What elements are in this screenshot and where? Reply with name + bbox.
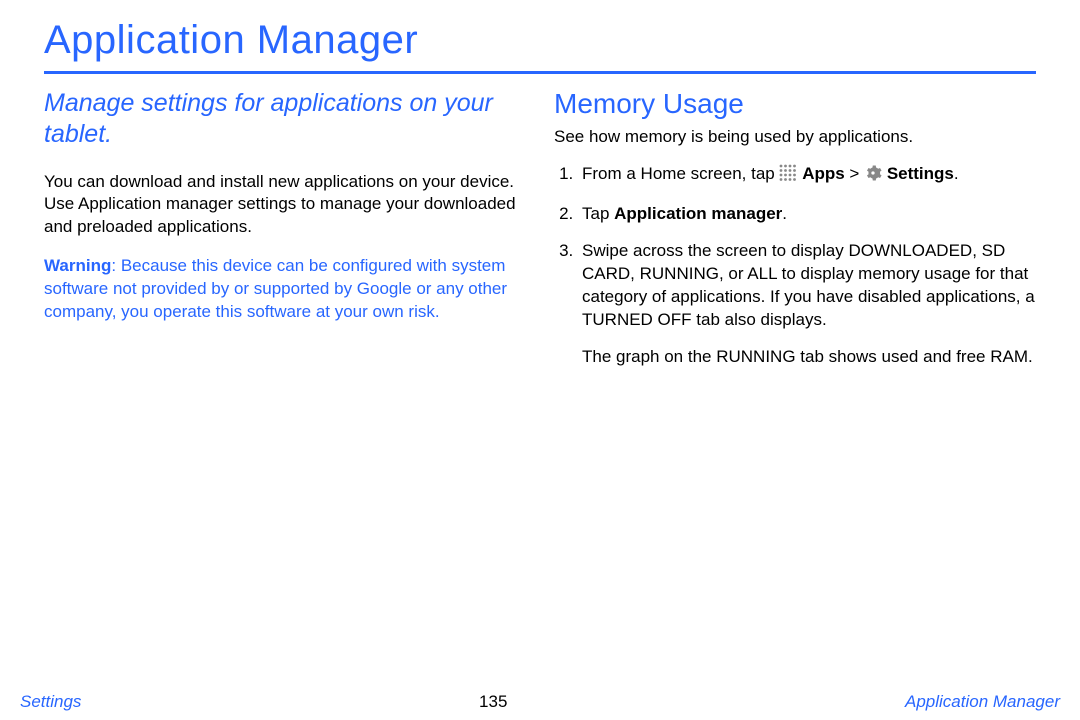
memory-usage-heading: Memory Usage <box>554 88 1036 120</box>
left-body: You can download and install new applica… <box>44 171 526 240</box>
step-1-apps-label: Apps <box>802 164 845 183</box>
gear-icon <box>864 164 882 189</box>
footer-page-number: 135 <box>479 692 507 712</box>
page-title: Application Manager <box>44 18 1036 74</box>
apps-grid-icon <box>779 164 797 189</box>
step-3-followup: The graph on the RUNNING tab shows used … <box>582 346 1036 369</box>
page-footer: Settings 135 Application Manager <box>0 692 1080 712</box>
memory-usage-intro: See how memory is being used by applicat… <box>554 126 1036 149</box>
step-2-post: . <box>782 204 787 223</box>
step-1: From a Home screen, tap Apps > Settings. <box>578 163 1036 189</box>
footer-left: Settings <box>20 692 81 712</box>
step-3: Swipe across the screen to display DOWNL… <box>578 240 1036 332</box>
step-1-post: . <box>954 164 959 183</box>
step-2: Tap Application manager. <box>578 203 1036 226</box>
footer-right: Application Manager <box>905 692 1060 712</box>
warning-body: : Because this device can be configured … <box>44 256 507 321</box>
right-column: Memory Usage See how memory is being use… <box>554 88 1036 383</box>
step-2-pre: Tap <box>582 204 614 223</box>
step-1-pre: From a Home screen, tap <box>582 164 779 183</box>
step-2-bold: Application manager <box>614 204 782 223</box>
left-subtitle: Manage settings for applications on your… <box>44 88 526 151</box>
steps-list: From a Home screen, tap Apps > Settings.… <box>554 163 1036 332</box>
warning-paragraph: Warning: Because this device can be conf… <box>44 255 526 324</box>
left-column: Manage settings for applications on your… <box>44 88 526 383</box>
step-1-gt: > <box>845 164 864 183</box>
step-1-settings-label: Settings <box>887 164 954 183</box>
warning-label: Warning <box>44 256 111 275</box>
content-columns: Manage settings for applications on your… <box>44 88 1036 383</box>
